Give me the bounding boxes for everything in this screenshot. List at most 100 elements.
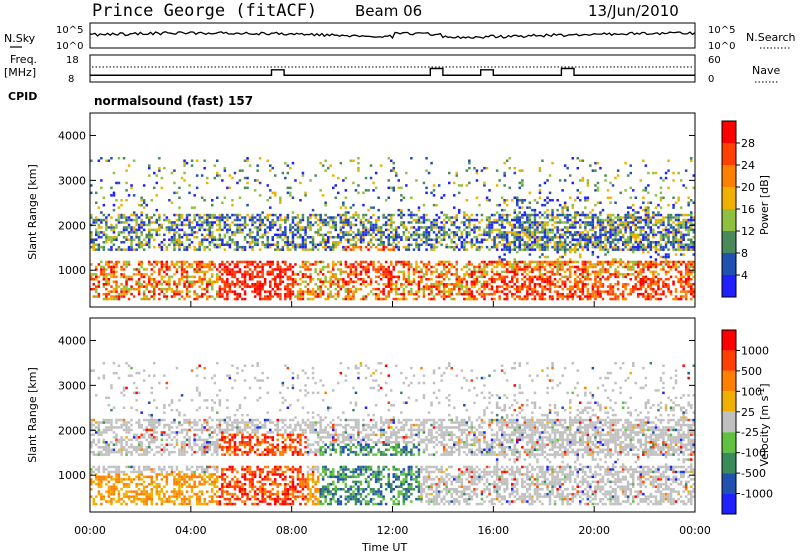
heatmap-cell	[483, 263, 486, 266]
heatmap-cell	[652, 241, 655, 244]
heatmap-cell	[420, 278, 423, 281]
heatmap-cell	[329, 231, 332, 234]
heatmap-cell	[213, 238, 216, 241]
heatmap-cell	[541, 273, 544, 276]
heatmap-cell	[153, 265, 156, 269]
heatmap-cell	[652, 228, 655, 232]
heatmap-cell	[362, 216, 365, 219]
heatmap-cell	[140, 199, 143, 202]
heatmap-cell	[563, 179, 567, 182]
heatmap-cell	[543, 233, 547, 237]
heatmap-cell	[531, 213, 534, 217]
heatmap-cell	[122, 231, 126, 234]
heatmap-cell	[90, 216, 93, 219]
heatmap-cell	[178, 196, 181, 199]
heatmap-cell	[286, 287, 290, 291]
heatmap-cell	[521, 248, 524, 251]
heatmap-cell	[213, 164, 216, 167]
heatmap-cell	[256, 273, 259, 276]
heatmap-cell	[122, 228, 126, 232]
heatmap-cell	[420, 243, 423, 246]
heatmap-cell	[495, 265, 499, 269]
heatmap-cell	[516, 268, 519, 271]
heatmap-cell	[488, 226, 491, 229]
heatmap-cell	[342, 233, 345, 237]
heatmap-cell	[412, 270, 416, 274]
heatmap-cell	[319, 290, 322, 293]
heatmap-cell	[629, 236, 632, 239]
heatmap-cell	[263, 278, 267, 281]
heatmap-cell	[407, 292, 411, 296]
heatmap-cell	[407, 268, 411, 271]
heatmap-cell	[664, 231, 668, 234]
heatmap-cell	[284, 295, 287, 298]
heatmap-cell	[127, 218, 131, 222]
heatmap-cell	[203, 199, 206, 202]
heatmap-cell	[271, 238, 274, 241]
heatmap-cell	[339, 216, 343, 219]
heatmap-cell	[352, 238, 355, 241]
heatmap-cell	[269, 169, 272, 172]
heatmap-cell	[173, 243, 176, 246]
heatmap-cell	[241, 297, 244, 301]
heatmap-cell	[541, 287, 544, 291]
heatmap-cell	[503, 218, 506, 222]
heatmap-cell	[546, 283, 549, 286]
heatmap-cell	[460, 292, 464, 296]
heatmap-cell	[158, 243, 161, 246]
heatmap-cell	[490, 245, 494, 249]
heatmap-cell	[571, 181, 574, 185]
heatmap-cell	[561, 283, 564, 286]
heatmap-cell	[256, 265, 259, 269]
heatmap-cell	[142, 290, 146, 293]
heatmap-cell	[289, 263, 292, 266]
heatmap-cell	[137, 245, 141, 249]
heatmap-cell	[667, 248, 670, 251]
heatmap-cell	[100, 186, 103, 190]
heatmap-cell	[337, 233, 340, 237]
heatmap-cell	[463, 216, 466, 219]
heatmap-cell	[107, 248, 111, 251]
heatmap-cell	[251, 275, 254, 279]
heatmap-cell	[402, 273, 406, 276]
heatmap-cell	[137, 223, 141, 227]
heatmap-cell	[306, 223, 310, 227]
heatmap-cell	[500, 221, 504, 224]
heatmap-cell	[301, 265, 305, 269]
heatmap-cell	[614, 233, 617, 237]
heatmap-cell	[410, 243, 413, 246]
heatmap-cell	[516, 250, 519, 254]
heatmap-cell	[148, 221, 151, 224]
heatmap-cell	[425, 236, 428, 239]
heatmap-cell	[251, 285, 254, 288]
heatmap-cell	[334, 275, 337, 279]
heatmap-cell	[180, 265, 184, 269]
heatmap-cell	[654, 263, 658, 266]
heatmap-cell	[488, 233, 491, 237]
heatmap-cell	[261, 211, 264, 214]
heatmap-cell	[206, 290, 209, 293]
heatmap-cell	[518, 216, 521, 219]
heatmap-cell	[97, 295, 101, 298]
heatmap-cell	[377, 228, 380, 232]
heatmap-cell	[427, 236, 431, 239]
heatmap-cell	[591, 243, 595, 246]
heatmap-cell	[390, 226, 393, 229]
heatmap-cell	[349, 248, 353, 251]
heatmap-cell	[556, 213, 559, 217]
heatmap-cell	[518, 243, 521, 246]
heatmap-cell	[649, 231, 653, 234]
heatmap-cell	[490, 285, 494, 288]
heatmap-cell	[158, 218, 161, 222]
heatmap-cell	[367, 243, 370, 246]
heatmap-cell	[475, 196, 479, 199]
heatmap-cell	[352, 223, 355, 227]
heatmap-cell	[327, 287, 330, 291]
heatmap-cell	[644, 223, 648, 227]
heatmap-cell	[569, 290, 572, 293]
heatmap-cell	[422, 287, 426, 291]
heatmap-cell	[417, 236, 421, 239]
heatmap-cell	[513, 226, 516, 229]
heatmap-cell	[165, 263, 169, 266]
heatmap-cell	[584, 275, 587, 279]
